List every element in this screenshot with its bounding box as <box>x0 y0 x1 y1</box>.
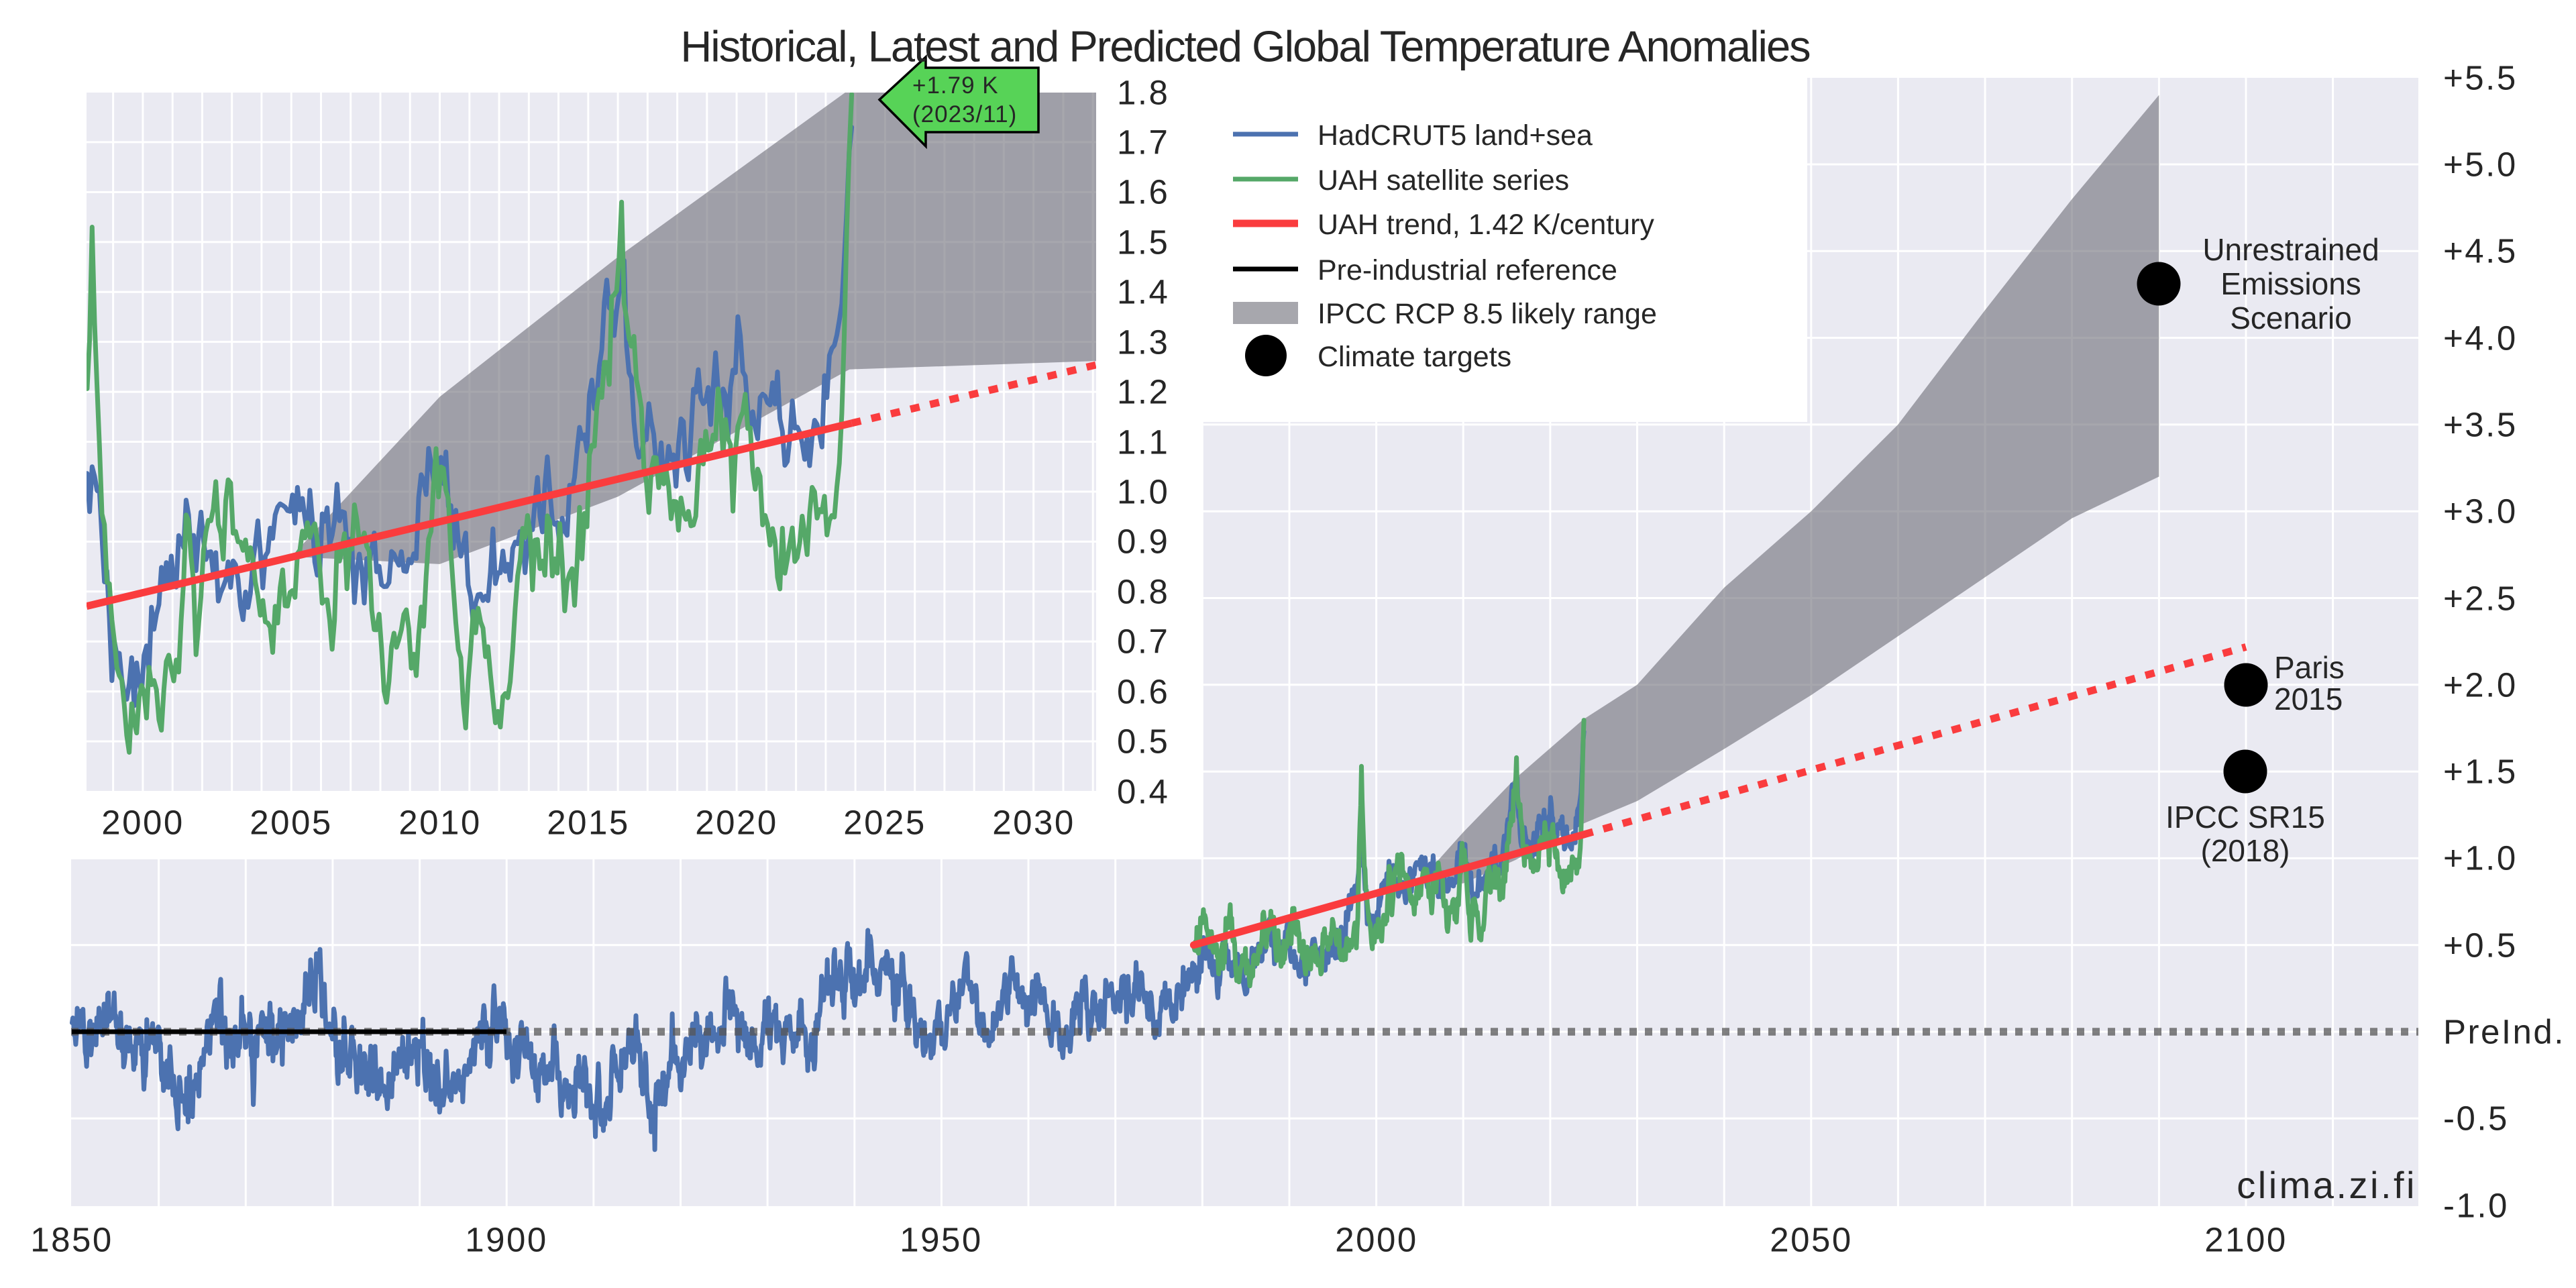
svg-text:Pre-industrial reference: Pre-industrial reference <box>1318 254 1617 286</box>
svg-text:+4.0: +4.0 <box>2443 319 2518 358</box>
svg-text:1.0: 1.0 <box>1117 473 1169 511</box>
svg-text:+1.5: +1.5 <box>2443 753 2518 791</box>
svg-text:UAH trend, 1.42 K/century: UAH trend, 1.42 K/century <box>1318 209 1654 241</box>
svg-text:0.8: 0.8 <box>1117 573 1169 611</box>
svg-text:2020: 2020 <box>695 804 777 842</box>
svg-text:Historical, Latest and Predict: Historical, Latest and Predicted Global … <box>680 22 1810 71</box>
svg-text:0.4: 0.4 <box>1117 773 1169 811</box>
svg-text:(2018): (2018) <box>2201 833 2290 868</box>
svg-text:(2023/11): (2023/11) <box>912 101 1017 127</box>
svg-text:+1.0: +1.0 <box>2443 839 2518 877</box>
svg-text:+4.5: +4.5 <box>2443 232 2518 270</box>
svg-text:2000: 2000 <box>101 804 184 842</box>
svg-text:PreInd.: PreInd. <box>2443 1013 2565 1051</box>
svg-text:2010: 2010 <box>398 804 481 842</box>
svg-text:1.7: 1.7 <box>1117 123 1169 162</box>
svg-text:HadCRUT5 land+sea: HadCRUT5 land+sea <box>1318 119 1593 152</box>
svg-text:IPCC RCP 8.5 likely range: IPCC RCP 8.5 likely range <box>1318 298 1657 330</box>
svg-text:+5.0: +5.0 <box>2443 146 2518 184</box>
svg-text:1.1: 1.1 <box>1117 423 1169 462</box>
svg-text:1.3: 1.3 <box>1117 323 1169 362</box>
svg-text:2050: 2050 <box>1770 1221 1852 1259</box>
svg-text:+3.0: +3.0 <box>2443 492 2518 531</box>
svg-text:1900: 1900 <box>465 1221 547 1259</box>
svg-text:0.6: 0.6 <box>1117 673 1169 711</box>
svg-text:2005: 2005 <box>250 804 332 842</box>
svg-text:2015: 2015 <box>2274 682 2343 716</box>
svg-text:2015: 2015 <box>547 804 629 842</box>
svg-text:clima.zi.fi: clima.zi.fi <box>2237 1164 2417 1206</box>
svg-text:+2.0: +2.0 <box>2443 666 2518 704</box>
svg-text:1.5: 1.5 <box>1117 223 1169 262</box>
svg-text:2000: 2000 <box>1335 1221 1417 1259</box>
svg-text:+0.5: +0.5 <box>2443 926 2518 965</box>
svg-text:0.7: 0.7 <box>1117 623 1169 661</box>
svg-text:1.4: 1.4 <box>1117 273 1169 311</box>
svg-text:0.9: 0.9 <box>1117 523 1169 561</box>
svg-text:1950: 1950 <box>900 1221 982 1259</box>
svg-text:+1.79 K: +1.79 K <box>912 72 999 99</box>
svg-text:+2.5: +2.5 <box>2443 580 2518 618</box>
svg-text:1.6: 1.6 <box>1117 173 1169 211</box>
svg-text:+3.5: +3.5 <box>2443 406 2518 444</box>
svg-text:Emissions: Emissions <box>2220 266 2361 301</box>
svg-text:+5.5: +5.5 <box>2443 59 2518 97</box>
svg-text:1850: 1850 <box>30 1221 113 1259</box>
svg-text:1.8: 1.8 <box>1117 74 1169 112</box>
svg-text:IPCC SR15: IPCC SR15 <box>2165 800 2325 835</box>
svg-text:Paris: Paris <box>2274 650 2345 685</box>
svg-text:2030: 2030 <box>992 804 1075 842</box>
svg-text:2100: 2100 <box>2204 1221 2287 1259</box>
svg-text:2025: 2025 <box>843 804 926 842</box>
svg-text:1.2: 1.2 <box>1117 373 1169 411</box>
svg-text:-1.0: -1.0 <box>2443 1187 2509 1225</box>
svg-text:Climate targets: Climate targets <box>1318 341 1511 373</box>
svg-text:Unrestrained: Unrestrained <box>2202 232 2379 267</box>
svg-text:-0.5: -0.5 <box>2443 1099 2509 1138</box>
svg-text:Scenario: Scenario <box>2230 301 2352 335</box>
svg-text:UAH satellite series: UAH satellite series <box>1318 164 1569 197</box>
svg-text:0.5: 0.5 <box>1117 722 1169 761</box>
